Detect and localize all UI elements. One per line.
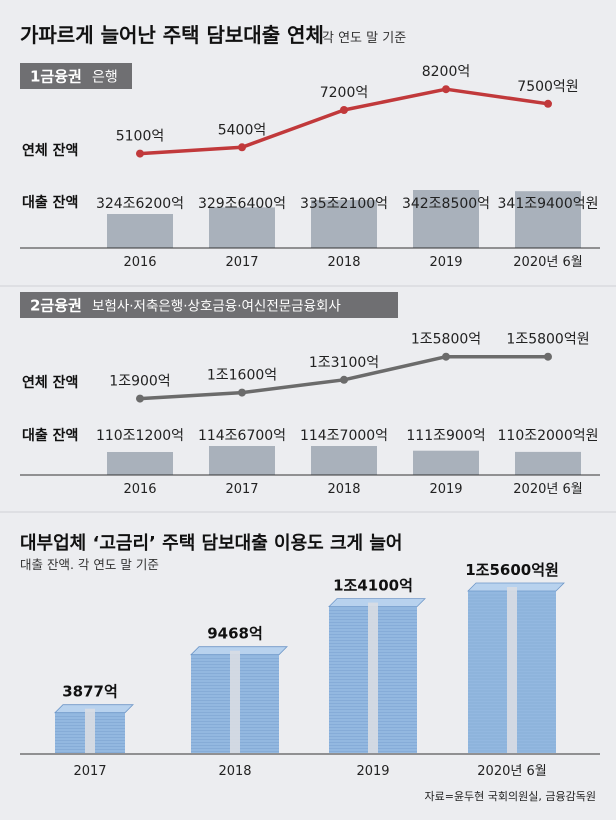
section3-value-label: 3877억 — [62, 683, 118, 701]
tier2-overdue-row-label: 연체 잔액 — [22, 374, 78, 391]
tier2-badge-box — [20, 292, 398, 318]
section3-value-label: 9468억 — [207, 625, 263, 643]
tier1-overdue-label: 5100억 — [116, 129, 165, 145]
tier1-overdue-label: 7500억원 — [517, 79, 578, 95]
tier2-loan-label: 110조2000억원 — [498, 428, 599, 444]
tier2-overdue-point — [340, 375, 348, 384]
tier1-badge-box — [20, 63, 132, 89]
tier2-loan-bar — [515, 451, 581, 475]
tier2-overdue-point — [442, 352, 450, 361]
tier1-tick-label: 2018 — [327, 255, 360, 270]
tier2-overdue-label: 1조1600억 — [207, 368, 277, 384]
tier2-loan-row-label: 대출 잔액 — [22, 427, 78, 444]
section3-tick-label: 2020년 6월 — [477, 764, 546, 779]
tier1-overdue-point — [136, 149, 144, 158]
tier1-overdue-point — [340, 106, 348, 114]
stack-band — [85, 708, 95, 753]
tier1-tick-label: 2020년 6월 — [513, 255, 582, 270]
section3-bars: 3877억 9468억 1조4100억 1조5600억원 — [54, 561, 565, 754]
tier2-overdue-point — [136, 394, 144, 403]
tier1-tick-label: 2017 — [225, 255, 258, 270]
tier2-loan-label: 114조6700억 — [198, 428, 286, 444]
section3-tick-label: 2017 — [73, 764, 106, 779]
page-subtitle: 각 연도 말 기준 — [322, 31, 406, 46]
tier1-overdue-label: 8200억 — [422, 64, 471, 80]
tier1-overdue-line: 5100억 5400억 7200억 8200억 7500억원 — [116, 64, 579, 158]
tier1-tick-label: 2016 — [123, 255, 156, 270]
tier1-overdue-label: 5400억 — [218, 122, 267, 138]
stack-band — [230, 650, 240, 753]
tier1-overdue-row-label: 연체 잔액 — [22, 142, 78, 159]
tier2-tick-label: 2016 — [123, 482, 156, 497]
tier2-tick-label: 2020년 6월 — [513, 482, 582, 497]
section3-value-label: 1조4100억 — [333, 577, 413, 595]
tier2-ticks: 2016 2017 2018 2019 2020년 6월 — [123, 482, 582, 497]
tier1-loan-label: 341조9400억원 — [498, 196, 599, 212]
section3-tick-label: 2019 — [356, 764, 389, 779]
tier2-tick-label: 2019 — [429, 482, 462, 497]
tier2-loan-bar — [209, 446, 275, 475]
tier2-loan-bars: 110조1200억 114조6700억 114조7000억 111조900억 110조2… — [96, 428, 599, 475]
tier2-overdue-label: 1조5800억 — [411, 332, 481, 348]
section3-subtitle: 대출 잔액. 각 연도 말 기준 — [20, 557, 159, 572]
tier2-overdue-label: 1조3100억 — [309, 355, 379, 371]
tier1-loan-label: 342조8500억 — [402, 196, 490, 212]
tier1-overdue-point — [238, 143, 246, 152]
tier1-badge-desc: 은행 — [92, 70, 118, 86]
tier1-loan-label: 329조6400억 — [198, 196, 286, 212]
tier2-loan-bar — [413, 450, 479, 475]
tier1-ticks: 2016 2017 2018 2019 2020년 6월 — [123, 255, 582, 270]
tier2-tick-label: 2017 — [225, 482, 258, 497]
tier2-loan-label: 110조1200억 — [96, 428, 184, 444]
tier2-overdue-label: 1조900억 — [109, 374, 170, 390]
stack-band — [368, 602, 378, 753]
tier2-tick-label: 2018 — [327, 482, 360, 497]
section3-value-label: 1조5600억원 — [465, 561, 559, 579]
tier1-loan-bar — [311, 200, 377, 248]
section3-ticks: 2017 2018 2019 2020년 6월 — [73, 764, 546, 779]
tier1-loan-bar — [413, 190, 479, 248]
tier1-loan-bars: 324조6200억 329조6400억 335조2100억 342조8500억 341조… — [96, 190, 599, 248]
page-title: 가파르게 늘어난 주택 담보대출 연체 — [20, 23, 324, 47]
source-note: 자료=윤두현 국회의원실, 금융감독원 — [424, 790, 596, 803]
tier2-loan-label: 111조900억 — [406, 428, 485, 444]
tier1-overdue-point — [544, 99, 552, 108]
tier2-loan-bar — [107, 452, 173, 475]
tier1-loan-row-label: 대출 잔액 — [22, 194, 78, 211]
tier1-tick-label: 2019 — [429, 255, 462, 270]
tier1-loan-label: 324조6200억 — [96, 196, 184, 212]
section3-tick-label: 2018 — [218, 764, 251, 779]
tier1-overdue-point — [442, 85, 450, 94]
tier1-badge: 1금융권 — [30, 68, 82, 86]
tier2-loan-label: 114조7000억 — [300, 428, 388, 444]
tier2-loan-bar — [311, 446, 377, 475]
tier2-badge-desc: 보험사·저축은행·상호금융·여신전문금융회사 — [92, 299, 341, 315]
tier1-loan-bar — [107, 214, 173, 248]
tier2-overdue-line: 1조900억 1조1600억 1조3100억 1조5800억 1조5800억원 — [109, 332, 590, 403]
tier1-loan-bar — [515, 191, 581, 248]
tier2-overdue-label: 1조5800억원 — [506, 332, 589, 348]
tier1-loan-bar — [209, 207, 275, 248]
tier1-overdue-label: 7200억 — [320, 85, 369, 101]
tier2-badge: 2금융권 — [30, 297, 82, 315]
tier2-overdue-point — [238, 388, 246, 397]
section3-title: 대부업체 ‘고금리’ 주택 담보대출 이용도 크게 늘어 — [20, 533, 402, 554]
tier1-loan-label: 335조2100억 — [300, 196, 388, 212]
tier2-overdue-point — [544, 352, 552, 361]
stack-band — [507, 587, 517, 753]
